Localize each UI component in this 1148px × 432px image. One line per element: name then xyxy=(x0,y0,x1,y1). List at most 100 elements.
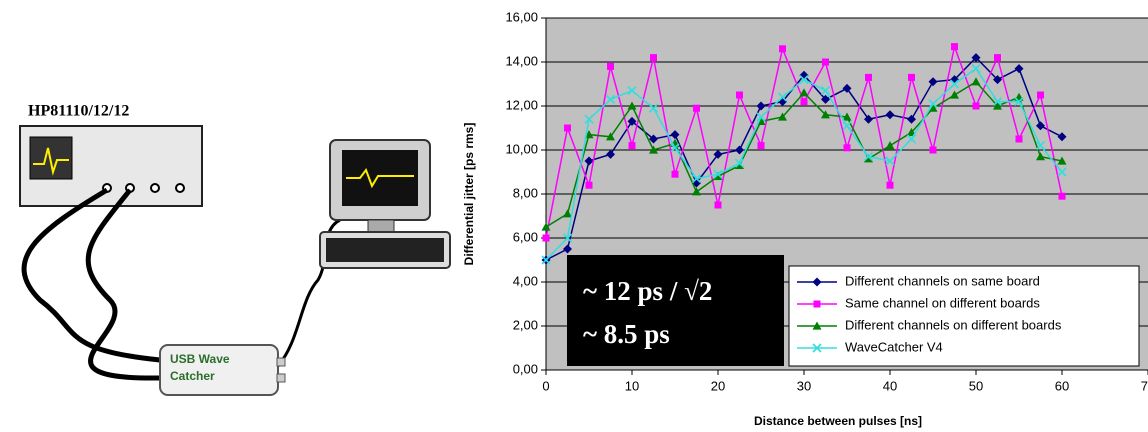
y-tick-label: 2,00 xyxy=(513,317,538,332)
legend-label: Different channels on same board xyxy=(845,273,1040,288)
marker xyxy=(713,169,723,179)
marker xyxy=(907,114,916,124)
marker xyxy=(1036,152,1045,161)
marker xyxy=(541,222,551,231)
marker xyxy=(584,114,594,124)
marker xyxy=(949,79,960,89)
marker xyxy=(606,149,615,159)
marker xyxy=(842,112,852,121)
marker xyxy=(650,54,657,62)
marker xyxy=(993,75,1002,85)
marker xyxy=(735,145,744,155)
y-tick-label: 8,00 xyxy=(513,185,538,200)
marker xyxy=(692,187,701,196)
device-label: Catcher xyxy=(170,369,215,383)
marker xyxy=(542,234,550,242)
marker xyxy=(671,170,679,178)
marker xyxy=(585,181,593,189)
marker xyxy=(584,156,594,166)
waveform xyxy=(33,147,69,176)
y-tick-label: 10,00 xyxy=(505,141,538,156)
x-tick-label: 60 xyxy=(1055,378,1069,393)
marker xyxy=(971,53,981,63)
x-tick-label: 40 xyxy=(883,378,897,393)
marker xyxy=(799,75,809,85)
y-tick-label: 12,00 xyxy=(505,97,538,112)
marker xyxy=(564,124,571,132)
marker xyxy=(971,77,981,86)
marker xyxy=(628,142,636,150)
marker xyxy=(1015,135,1023,143)
marker xyxy=(885,156,895,166)
marker xyxy=(994,54,1001,62)
generator-label: HP81110/12/12 xyxy=(28,103,129,120)
marker xyxy=(648,103,659,113)
y-tick-label: 14,00 xyxy=(505,53,538,68)
marker xyxy=(777,92,788,102)
marker xyxy=(756,112,766,122)
monitor-stand xyxy=(367,219,395,233)
marker xyxy=(928,77,938,87)
x-tick-label: 10 xyxy=(625,378,639,393)
marker xyxy=(1057,156,1067,165)
marker xyxy=(1036,121,1045,131)
marker xyxy=(778,112,787,121)
x-tick-label: 30 xyxy=(797,378,811,393)
marker xyxy=(800,98,808,106)
marker xyxy=(605,94,616,104)
port xyxy=(276,357,286,367)
marker xyxy=(562,233,573,243)
legend-label: Different channels on different boards xyxy=(845,317,1062,332)
marker xyxy=(813,300,821,308)
marker xyxy=(863,152,874,162)
marker xyxy=(1058,192,1066,200)
marker xyxy=(714,201,722,209)
marker xyxy=(993,101,1002,110)
x-tick-label: 0 xyxy=(542,378,549,393)
marker xyxy=(812,343,822,353)
marker xyxy=(736,91,743,99)
marker xyxy=(713,149,723,159)
marker xyxy=(885,110,895,120)
y-tick-label: 16,00 xyxy=(505,9,538,24)
marker xyxy=(821,110,830,119)
marker xyxy=(886,181,894,189)
marker xyxy=(972,102,980,110)
marker xyxy=(864,114,873,124)
marker xyxy=(950,90,959,99)
marker xyxy=(865,73,872,81)
legend-label: Same channel on different boards xyxy=(845,295,1040,310)
marker xyxy=(563,209,572,218)
marker xyxy=(906,134,917,144)
marker xyxy=(929,146,937,154)
marker xyxy=(779,45,786,53)
y-axis-title: Differential jitter [ps rms] xyxy=(462,123,476,266)
marker xyxy=(885,141,895,150)
marker xyxy=(1037,91,1044,99)
marker xyxy=(691,174,702,184)
y-tick-label: 4,00 xyxy=(513,273,538,288)
marker xyxy=(757,142,765,150)
marker xyxy=(1057,132,1067,142)
legend-label: WaveCatcher V4 xyxy=(845,339,943,354)
usb-wavecatcher xyxy=(159,344,279,396)
keys xyxy=(326,238,444,262)
marker xyxy=(812,321,822,330)
marker xyxy=(820,86,831,96)
marker xyxy=(992,97,1003,107)
marker xyxy=(649,145,658,154)
marker xyxy=(734,158,745,168)
marker xyxy=(670,143,680,153)
marker xyxy=(606,132,615,141)
marker xyxy=(627,101,637,110)
marker xyxy=(1014,64,1024,74)
marker xyxy=(541,255,551,265)
marker xyxy=(735,160,744,169)
marker xyxy=(908,73,915,81)
marker xyxy=(756,101,766,111)
marker xyxy=(627,116,637,126)
marker xyxy=(1057,167,1067,177)
annotation: ~ 8.5 ps xyxy=(583,319,670,349)
legend xyxy=(788,265,1140,367)
